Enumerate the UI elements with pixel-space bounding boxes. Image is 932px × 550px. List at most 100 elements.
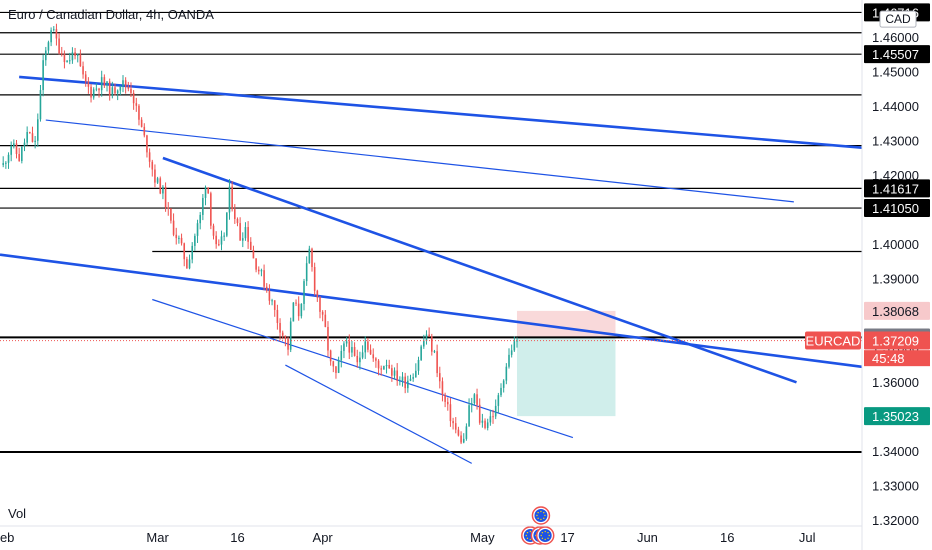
price-tick-label: 1.34000 — [872, 444, 919, 459]
candle-body — [481, 420, 484, 423]
candle-body — [226, 212, 228, 236]
price-tick-label: 1.33000 — [872, 478, 919, 493]
price-tick-label: 1.32000 — [872, 513, 919, 528]
candle-body — [106, 81, 108, 86]
candle-body — [218, 244, 220, 246]
candle-body — [178, 237, 180, 239]
candle-body — [425, 334, 428, 341]
candle-body — [377, 360, 380, 369]
trendline — [19, 75, 863, 149]
candle-body — [513, 341, 516, 351]
candle-body — [351, 347, 353, 353]
flag-star — [541, 537, 544, 540]
candle-body — [348, 341, 351, 353]
candle-body — [21, 146, 23, 161]
candle-body — [154, 169, 156, 183]
time-tick-label: May — [470, 530, 495, 545]
candle-body — [58, 38, 60, 54]
symbol-badge — [805, 331, 861, 350]
candle-body — [116, 90, 119, 94]
price-axis[interactable]: 1.46000 1.45000 1.44000 1.43000 1.42000 1.410… — [872, 30, 919, 528]
candle-body — [119, 86, 122, 91]
candle-body — [465, 426, 468, 439]
candle-body — [143, 126, 146, 136]
price-label-text: 1.41050 — [872, 201, 919, 216]
candle-body — [26, 132, 28, 143]
candle-body — [420, 346, 422, 360]
candle-body — [438, 373, 441, 382]
flag-star — [537, 511, 539, 514]
candle-body — [407, 380, 409, 389]
candle-body — [470, 403, 473, 406]
candle-body — [95, 88, 98, 90]
candle-body — [428, 334, 430, 337]
candle-body — [324, 314, 327, 327]
time-tick-label: Feb — [0, 530, 14, 545]
candle-body — [295, 302, 297, 304]
candle-body — [311, 248, 313, 268]
candle-body — [284, 335, 287, 339]
candle-body — [335, 366, 337, 373]
candle-body — [18, 153, 20, 161]
candle-body — [87, 81, 90, 87]
candle-body — [468, 405, 470, 427]
price-tick-label: 1.42000 — [872, 168, 919, 183]
candle-body — [505, 366, 508, 381]
candle-body — [396, 370, 398, 381]
candle-body — [300, 303, 303, 317]
price-tick-label: 1.44000 — [872, 99, 919, 114]
candle-body — [361, 352, 364, 358]
candle-body — [234, 209, 236, 219]
flag-star — [547, 537, 549, 540]
candle-body — [329, 350, 332, 362]
time-axis[interactable]: Feb Mar 16 Apr May 17 Jun 16 Jul — [0, 530, 816, 545]
candle-body — [404, 376, 406, 389]
flag-star — [526, 537, 529, 540]
candle-body — [436, 351, 438, 374]
flag-star — [544, 530, 546, 533]
candle-body — [454, 423, 457, 430]
candle-body — [138, 105, 140, 120]
candle-body — [359, 357, 361, 363]
candle-body — [383, 366, 385, 370]
candle-body — [172, 220, 175, 235]
flag-star — [537, 517, 539, 520]
candle-body — [196, 223, 199, 236]
candle-body — [399, 380, 401, 382]
flag-star — [540, 534, 542, 537]
candle-body — [84, 74, 87, 82]
trendline — [45, 119, 794, 203]
candle-body — [367, 341, 369, 350]
price-label-bg — [864, 301, 930, 320]
flag-star — [529, 538, 531, 541]
candle-body — [23, 142, 26, 147]
candle-body — [37, 119, 39, 141]
candle-body — [220, 236, 223, 245]
flag-star — [526, 531, 529, 534]
candle-body — [412, 377, 414, 379]
flag-star — [540, 510, 542, 513]
candle-body — [111, 87, 114, 96]
candle-body — [327, 326, 329, 351]
candle-body — [276, 309, 279, 323]
candle-body — [140, 119, 143, 127]
trendlines — [0, 75, 863, 464]
candle-body — [167, 207, 170, 209]
candle-body — [446, 401, 449, 405]
candle-body — [79, 54, 82, 67]
candle-body — [5, 162, 7, 164]
candle-body — [244, 227, 247, 239]
candle-body — [247, 227, 249, 242]
candle-body — [132, 92, 135, 104]
price-labels: 1.46716CAD1.455071.416171.410501.380681.… — [805, 3, 930, 426]
candle-body — [148, 152, 151, 162]
event-markers — [521, 506, 555, 545]
candle-body — [42, 60, 44, 91]
currency-badge — [879, 10, 917, 28]
candle-body — [183, 243, 186, 260]
time-tick-label: Mar — [146, 530, 169, 545]
candle-body — [114, 87, 116, 94]
candle-body — [199, 214, 201, 224]
